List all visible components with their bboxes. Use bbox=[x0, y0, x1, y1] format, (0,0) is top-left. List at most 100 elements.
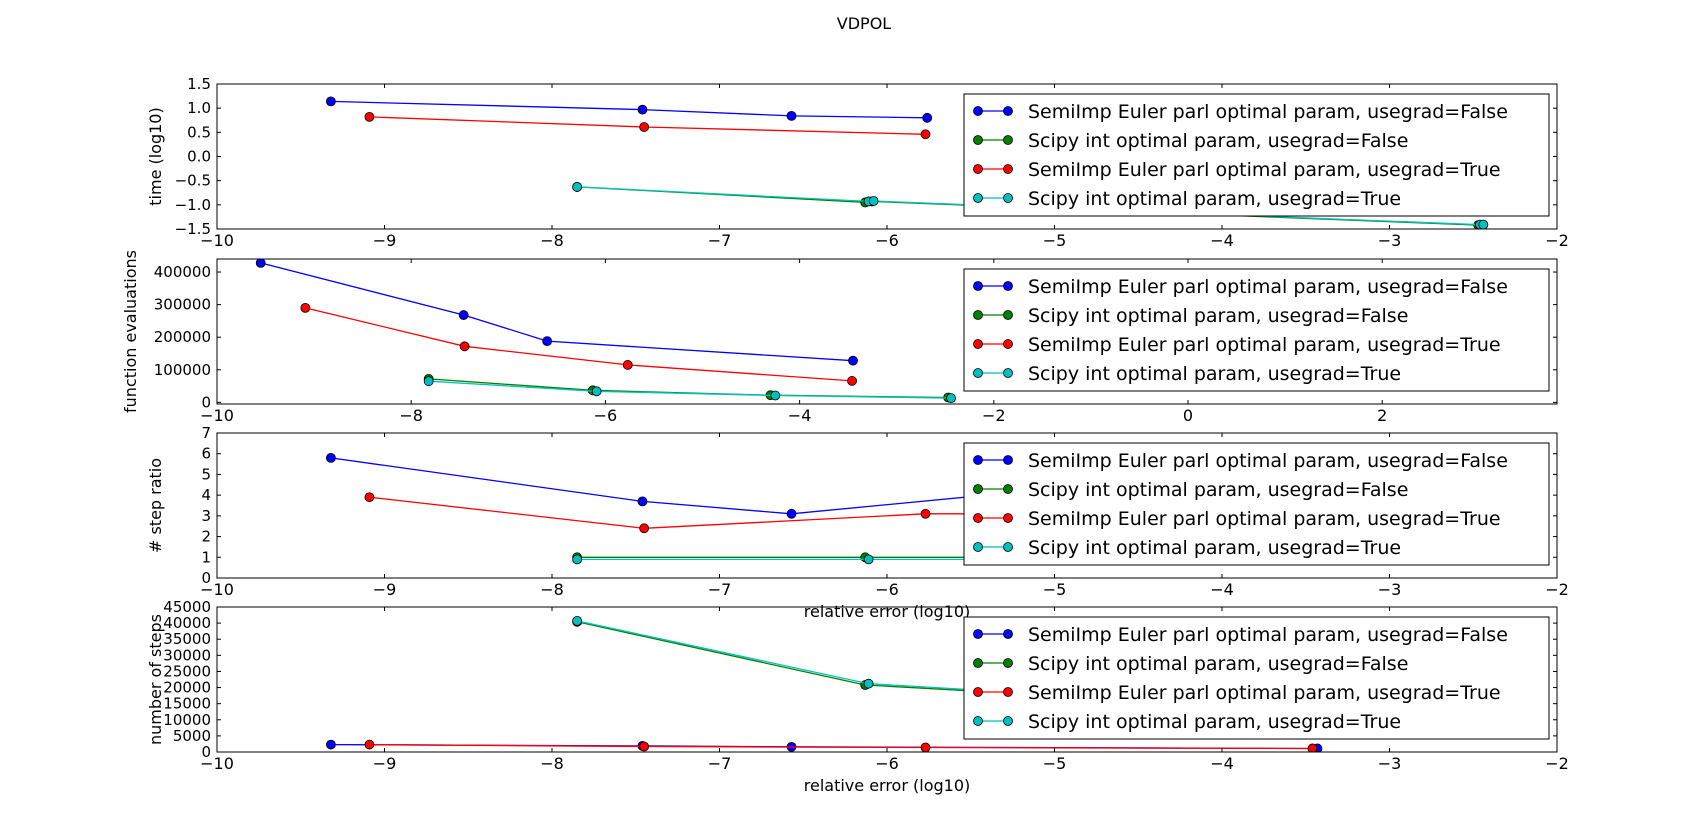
data-point bbox=[591, 386, 602, 397]
y-tick-label: 4 bbox=[201, 486, 211, 504]
legend-box bbox=[963, 616, 1550, 740]
panel-4: −10 −9 −8 −7 −6 −5 −4 −3 −2 050001000015000200002… bbox=[146, 598, 1569, 795]
data-point bbox=[637, 496, 648, 507]
x-tick-label: −7 bbox=[708, 754, 732, 773]
legend-label: Scipy int optimal param, usegrad=False bbox=[1028, 653, 1408, 675]
legend-label: SemiImp Euler parl optimal param, usegra… bbox=[1028, 334, 1501, 356]
y-axis-label: time (log10) bbox=[146, 107, 165, 205]
legend-marker bbox=[973, 368, 983, 378]
legend-marker bbox=[973, 164, 983, 174]
figure-title: VDPOL bbox=[837, 14, 892, 33]
data-point bbox=[458, 310, 469, 320]
x-tick-label: 2 bbox=[1377, 406, 1387, 425]
y-tick-label: 6 bbox=[201, 445, 211, 463]
x-tick-label: −8 bbox=[540, 231, 564, 250]
axes-frame bbox=[216, 258, 1558, 405]
x-tick-label: −4 bbox=[1210, 754, 1234, 773]
legend: SemiImp Euler parl optimal param, usegra… bbox=[963, 268, 1550, 392]
y-axis-label: # step ratio bbox=[146, 458, 165, 553]
data-point bbox=[423, 376, 434, 387]
legend-marker bbox=[973, 629, 983, 639]
data-point bbox=[325, 96, 336, 107]
panel-1: −10 −9 −8 −7 −6 −5 −4 −3 −2 −1.5 −1.0 −0.5 0.0 0.5 1.0… bbox=[146, 75, 1569, 250]
legend-label: Scipy int optimal param, usegrad=True bbox=[1028, 537, 1401, 559]
legend: SemiImp Euler parl optimal param, usegra… bbox=[963, 93, 1550, 217]
x-tick-label: −10 bbox=[200, 406, 234, 425]
x-tick-label: −5 bbox=[1043, 231, 1067, 250]
data-point bbox=[863, 554, 874, 565]
y-tick-label: −1.0 bbox=[175, 196, 211, 214]
legend-box bbox=[963, 442, 1550, 566]
y-tick-label: 3 bbox=[201, 507, 211, 525]
data-point bbox=[847, 375, 857, 386]
plot-area bbox=[325, 96, 1489, 229]
data-point bbox=[300, 302, 311, 313]
x-tick-label: −4 bbox=[1210, 580, 1234, 599]
y-tick-label: 100000 bbox=[154, 361, 211, 379]
y-tick-label: 45000 bbox=[163, 598, 211, 616]
x-axis-label: relative error (log10) bbox=[804, 776, 971, 795]
data-point bbox=[922, 112, 933, 123]
panels: −10 −9 −8 −7 −6 −5 −4 −3 −2 −1.5 −1.0 −0.5 0.0 0.5 1.0… bbox=[121, 75, 1569, 795]
data-point bbox=[639, 741, 650, 752]
legend-label: SemiImp Euler parl optimal param, usegra… bbox=[1028, 682, 1501, 704]
y-tick-label: 10000 bbox=[163, 711, 211, 729]
data-point bbox=[786, 111, 797, 121]
legend-marker bbox=[1003, 368, 1013, 378]
data-point bbox=[364, 739, 375, 750]
legend-marker bbox=[1003, 687, 1013, 697]
x-tick-label: −3 bbox=[1378, 754, 1402, 773]
legend-marker bbox=[1003, 281, 1013, 291]
data-point bbox=[572, 554, 583, 565]
y-tick-label: 30000 bbox=[163, 646, 211, 664]
legend-box bbox=[963, 93, 1550, 217]
x-tick-label: −6 bbox=[875, 754, 899, 773]
data-point bbox=[459, 341, 470, 352]
data-point bbox=[639, 122, 650, 132]
x-tick-label: −7 bbox=[708, 580, 732, 599]
legend-marker bbox=[973, 339, 983, 349]
x-tick-label: −8 bbox=[399, 406, 423, 425]
data-point bbox=[637, 104, 648, 115]
y-tick-label: 40000 bbox=[163, 614, 211, 632]
data-point bbox=[920, 508, 931, 519]
y-tick-label: 0 bbox=[201, 393, 211, 411]
legend-marker bbox=[973, 484, 983, 494]
x-tick-label: −6 bbox=[875, 231, 899, 250]
legend-label: SemiImp Euler parl optimal param, usegra… bbox=[1028, 450, 1508, 472]
data-point bbox=[920, 742, 931, 752]
legend-marker bbox=[973, 542, 983, 552]
x-tick-label: −2 bbox=[1545, 754, 1569, 773]
legend-marker bbox=[1003, 135, 1013, 145]
data-point bbox=[572, 182, 583, 192]
data-point bbox=[1478, 219, 1489, 229]
series-line-3 bbox=[305, 307, 853, 382]
x-tick-label: −6 bbox=[594, 406, 618, 425]
series-line-1 bbox=[260, 262, 854, 362]
y-tick-label: 1 bbox=[201, 548, 211, 566]
legend-marker bbox=[973, 310, 983, 320]
legend-label: SemiImp Euler parl optimal param, usegra… bbox=[1028, 159, 1501, 181]
x-tick-label: −10 bbox=[200, 754, 234, 773]
data-point bbox=[786, 508, 797, 519]
legend-marker bbox=[1003, 542, 1013, 552]
legend-marker bbox=[1003, 193, 1013, 203]
data-point bbox=[364, 492, 375, 503]
x-tick-label: −3 bbox=[1378, 231, 1402, 250]
legend-label: Scipy int optimal param, usegrad=False bbox=[1028, 305, 1408, 327]
x-tick-label: 0 bbox=[1183, 406, 1193, 425]
x-tick-label: −8 bbox=[540, 754, 564, 773]
x-tick-label: −7 bbox=[708, 231, 732, 250]
legend-label: SemiImp Euler parl optimal param, usegra… bbox=[1028, 624, 1508, 646]
legend-label: Scipy int optimal param, usegrad=True bbox=[1028, 711, 1401, 733]
data-point bbox=[946, 393, 956, 404]
y-tick-label: 1.0 bbox=[187, 99, 211, 117]
x-tick-label: −5 bbox=[1043, 580, 1067, 599]
legend: SemiImp Euler parl optimal param, usegra… bbox=[963, 442, 1550, 566]
x-tick-label: −2 bbox=[1545, 231, 1569, 250]
legend-marker bbox=[1003, 339, 1013, 349]
legend-marker bbox=[1003, 513, 1013, 523]
legend-marker bbox=[1003, 484, 1013, 494]
legend-label: SemiImp Euler parl optimal param, usegra… bbox=[1028, 508, 1501, 530]
legend-marker bbox=[1003, 658, 1013, 668]
